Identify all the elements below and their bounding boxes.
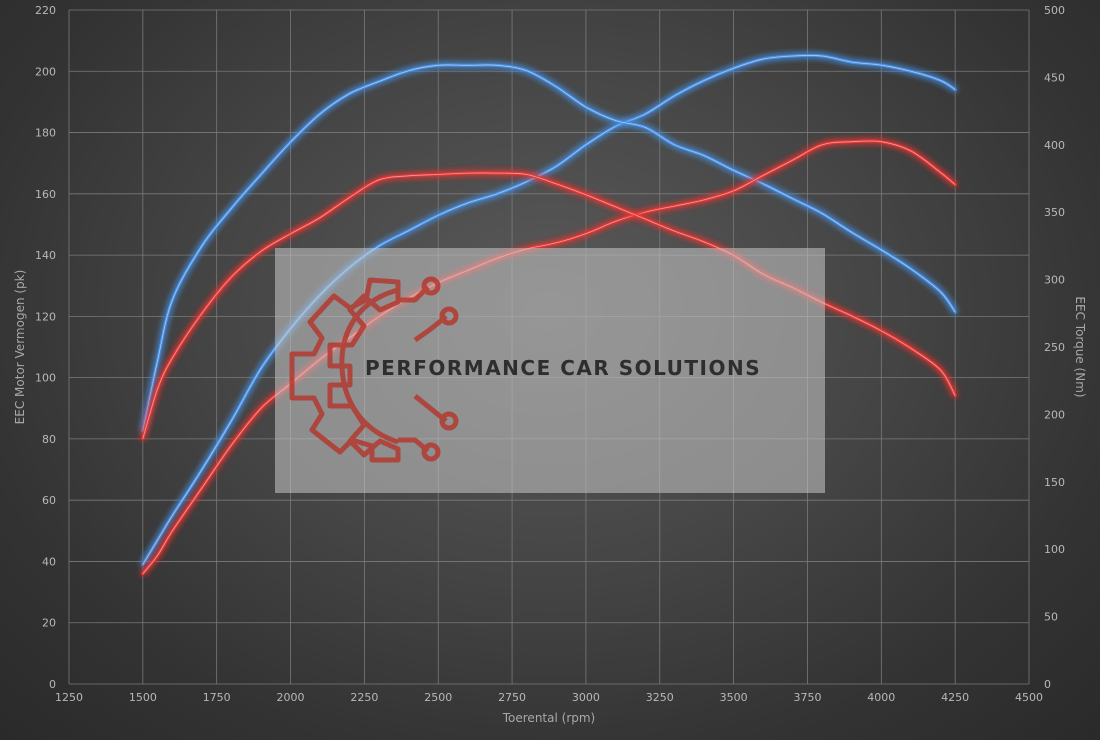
x-tick-label: 3250	[646, 691, 674, 704]
y-left-tick-label: 160	[35, 188, 56, 201]
x-tick-label: 2250	[350, 691, 378, 704]
y-left-tick-label: 140	[35, 249, 56, 262]
y-right-tick-label: 350	[1044, 206, 1065, 219]
x-tick-label: 3000	[572, 691, 600, 704]
y-left-tick-label: 40	[42, 555, 56, 568]
watermark-text: PERFORMANCE CAR SOLUTIONS	[365, 356, 761, 380]
y-right-tick-label: 100	[1044, 543, 1065, 556]
x-axis-label: Toerental (rpm)	[502, 711, 595, 725]
y-right-tick-label: 500	[1044, 4, 1065, 17]
y-left-tick-label: 80	[42, 433, 56, 446]
y-axis-right-label: EEC Torque (Nm)	[1073, 296, 1087, 397]
tick-labels: 1250 1500 1750 2000 2250 2500 2750 3000 3250 3500…	[35, 4, 1065, 704]
y-left-tick-label: 0	[49, 678, 56, 691]
gear-circuit-logo	[289, 276, 459, 463]
x-tick-label: 2500	[424, 691, 452, 704]
stock-torque-line-core	[142, 64, 956, 431]
y-right-tick-label: 200	[1044, 408, 1065, 421]
grid-lines	[68, 9, 1030, 685]
y-right-tick-label: 150	[1044, 476, 1065, 489]
tuned-power-line-core	[142, 140, 956, 574]
y-left-tick-label: 20	[42, 617, 56, 630]
x-tick-label: 4250	[941, 691, 969, 704]
x-tick-label: 3500	[720, 691, 748, 704]
y-left-tick-label: 100	[35, 372, 56, 385]
y-right-tick-label: 0	[1044, 678, 1051, 691]
y-right-tick-label: 300	[1044, 274, 1065, 287]
y-left-tick-label: 60	[42, 494, 56, 507]
y-right-tick-label: 400	[1044, 139, 1065, 152]
x-tick-label: 2000	[277, 691, 305, 704]
y-right-tick-label: 50	[1044, 611, 1058, 624]
watermark: PERFORMANCE CAR SOLUTIONS	[275, 248, 825, 493]
y-axis-left-label: EEC Motor Vermogen (pk)	[13, 270, 27, 425]
y-right-tick-label: 250	[1044, 341, 1065, 354]
x-tick-label: 3750	[793, 691, 821, 704]
y-left-tick-label: 120	[35, 310, 56, 323]
x-tick-label: 1250	[55, 691, 83, 704]
x-tick-label: 1500	[129, 691, 157, 704]
x-tick-label: 4000	[867, 691, 895, 704]
y-right-tick-label: 450	[1044, 71, 1065, 84]
y-left-tick-label: 200	[35, 65, 56, 78]
stock-power-line-core	[142, 54, 956, 565]
x-tick-label: 1750	[203, 691, 231, 704]
series-lines	[141, 53, 957, 576]
x-tick-label: 2750	[498, 691, 526, 704]
y-left-tick-label: 220	[35, 4, 56, 17]
x-tick-label: 4500	[1015, 691, 1043, 704]
y-left-tick-label: 180	[35, 127, 56, 140]
